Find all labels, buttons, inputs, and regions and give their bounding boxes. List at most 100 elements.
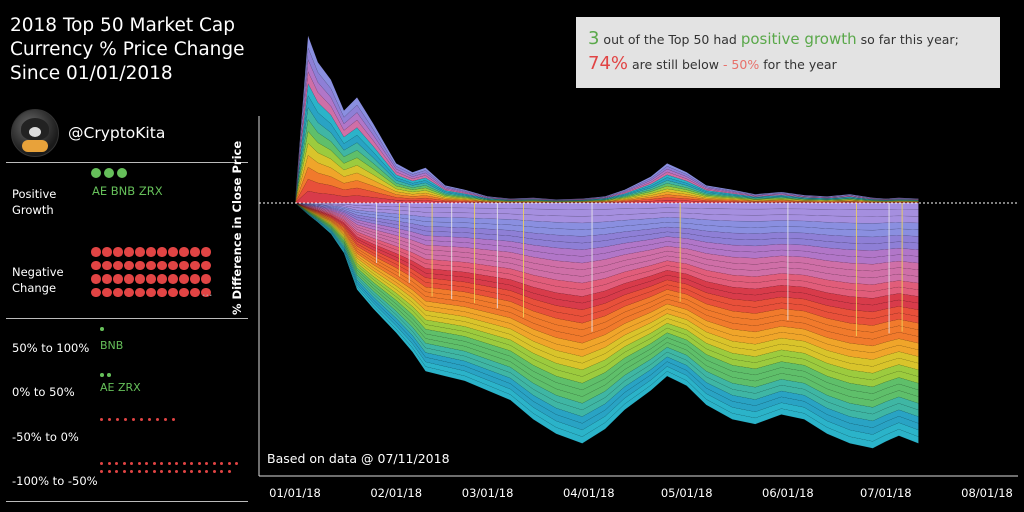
series-band (294, 70, 919, 204)
negative-dot (168, 247, 178, 257)
annotation-count: 3 (588, 28, 600, 49)
toy-shape (22, 140, 48, 152)
negative-more: ... (202, 286, 213, 299)
series-band (294, 202, 919, 319)
bucket-dot (212, 470, 216, 474)
negative-dot (124, 247, 134, 257)
x-tick-label: 03/01/18 (461, 486, 514, 500)
series-band (294, 202, 919, 408)
negative-label: Negative Change (12, 264, 64, 296)
bucket-dot (116, 418, 120, 422)
title-line-2: Currency % Price Change (10, 39, 245, 60)
stacked-areas (294, 35, 919, 449)
bucket-dot (145, 462, 149, 466)
negative-dot (124, 274, 134, 284)
negative-dot (135, 287, 145, 298)
bucket-dot (100, 327, 104, 331)
negative-dot (135, 274, 145, 284)
bucket-dot (152, 462, 156, 466)
x-tick-label: 05/01/18 (660, 486, 713, 500)
negative-dot (190, 274, 200, 284)
series-band (294, 202, 919, 238)
bucket-dot (160, 470, 164, 474)
bucket-dot (160, 462, 164, 466)
negative-dot (201, 274, 211, 284)
divider (6, 501, 248, 502)
negative-dot (201, 287, 211, 298)
series-band (294, 154, 919, 204)
negative-dot (135, 260, 145, 271)
negative-dot (102, 247, 112, 257)
bucket-dot (122, 470, 126, 474)
series-band (294, 202, 919, 299)
bucket-coins-1: BNB (100, 339, 124, 352)
bucket-dot (137, 462, 141, 466)
title-line-3: Since 01/01/2018 (10, 63, 173, 84)
title-line-1: 2018 Top 50 Market Cap (10, 15, 235, 36)
bucket-dot (190, 470, 194, 474)
bucket-dot (115, 470, 119, 474)
negative-dot (113, 247, 123, 257)
bucket-dot (100, 462, 104, 466)
series-band (294, 202, 919, 381)
x-tick-label: 04/01/18 (562, 486, 615, 500)
bucket-dot (182, 462, 186, 466)
bucket-dot (205, 470, 209, 474)
negative-dot (157, 274, 167, 284)
negative-dot (168, 274, 178, 284)
divider (6, 162, 248, 163)
author-handle: @CryptoKita (68, 124, 166, 142)
positive-dot (91, 168, 102, 179)
series-band (294, 47, 919, 204)
negative-dot (102, 260, 112, 271)
bucket-label-4: -100% to -50% (12, 474, 98, 488)
negative-dot (201, 247, 211, 257)
positive-dot (104, 168, 115, 179)
annotation-percent: 74% (588, 53, 629, 74)
bucket-dot (227, 462, 231, 466)
series-band (294, 202, 919, 442)
bucket-dot (175, 462, 179, 466)
bucket-dot (197, 470, 201, 474)
annotation-text-e: for the year (759, 57, 837, 72)
annotation-threshold: - 50% (722, 57, 760, 72)
series-band (294, 202, 919, 388)
bucket-dot (145, 470, 149, 474)
negative-dot (179, 274, 189, 284)
negative-dot (146, 287, 156, 298)
negative-dot (201, 260, 211, 271)
bucket-dot (107, 462, 111, 466)
bucket-dot (100, 418, 104, 422)
negative-dot (190, 287, 200, 298)
series-band (294, 59, 919, 204)
negative-dot (124, 287, 134, 298)
x-tick-label: 02/01/18 (370, 486, 423, 500)
negative-dot (146, 274, 156, 284)
bucket-dot (100, 470, 104, 474)
bucket-dot (152, 470, 156, 474)
annotation-box: 3 out of the Top 50 had positive growth … (576, 17, 1000, 88)
series-band (294, 202, 919, 354)
series-band (294, 202, 919, 415)
series-band (294, 202, 919, 326)
negative-dot (190, 260, 200, 271)
negative-label-line-1: Negative (12, 265, 64, 279)
series-band (294, 202, 919, 435)
cat-face (29, 127, 41, 137)
negative-dot (179, 247, 189, 257)
negative-dot (135, 247, 145, 257)
bucket-dot (172, 418, 176, 422)
negative-dot (190, 247, 200, 257)
positive-label: Positive Growth (12, 186, 56, 218)
annotation-text-a: out of the Top 50 had (599, 32, 741, 47)
negative-dot (179, 287, 189, 298)
negative-dot (91, 274, 101, 284)
series-band (294, 202, 919, 217)
bucket-dot (220, 470, 224, 474)
bucket-dot (167, 470, 171, 474)
page-title: 2018 Top 50 Market Cap Currency % Price … (10, 14, 250, 86)
bucket-dot (140, 418, 144, 422)
negative-dot (113, 287, 123, 298)
bucket-dot (122, 462, 126, 466)
series-band (294, 130, 919, 204)
